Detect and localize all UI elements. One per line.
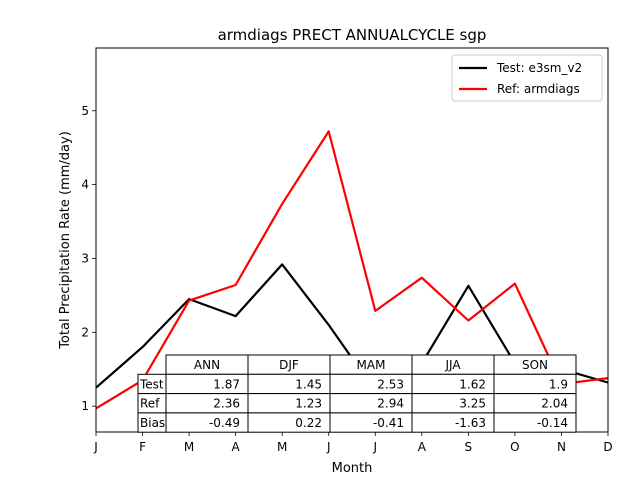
table-row-label: Test [139,377,164,391]
x-tick-label: O [510,440,519,454]
table-cell-value: -0.41 [373,416,404,430]
y-axis-label: Total Precipitation Rate (mm/day) [58,131,73,350]
y-tick-label: 1 [81,399,89,413]
table-cell-value: 3.25 [459,397,486,411]
table-cell-value: -0.49 [209,416,240,430]
legend-entry-1: Ref: armdiags [497,82,580,96]
stats-table: ANN DJF MAM JJA SON Test 1.87 1.45 2.53 1.62 1.9 Re… [137,354,577,433]
table-cell-value: 1.9 [549,377,568,391]
legend-entry-0: Test: e3sm_v2 [496,61,582,75]
table-cell-value: 1.87 [213,377,240,391]
table-cell-value: 2.36 [213,397,240,411]
table-row-label: Bias [140,416,165,430]
x-tick-label: S [465,440,473,454]
legend: Test: e3sm_v2 Ref: armdiags [451,54,603,102]
table-header-text: JJA [444,358,461,372]
table-cell [493,412,577,433]
table-header-text: DJF [279,358,299,372]
x-tick-label: J [372,440,377,454]
series-line-1 [95,130,609,410]
x-tick-label: A [418,440,427,454]
legend-box [451,54,603,102]
table-cell-value: 1.23 [295,397,322,411]
x-tick-label: J [326,440,331,454]
table-cell-value: 2.04 [541,397,568,411]
x-tick-label: A [232,440,241,454]
x-tick-label: M [277,440,287,454]
y-tick-label: 3 [81,251,89,265]
table-cell-value: 1.45 [295,377,322,391]
table-header-text: SON [522,358,548,372]
y-tick-label: 5 [81,104,89,118]
table-cell-value: -0.14 [537,416,568,430]
x-tick-label: M [184,440,194,454]
table-cell-value: -1.63 [455,416,486,430]
table-cell-value: 0.22 [295,416,322,430]
x-tick-label: F [139,440,146,454]
table-cell-value: 2.94 [377,397,404,411]
x-axis-label: Month [332,461,373,476]
y-tick-label: 2 [81,325,89,339]
x-tick-label: D [603,440,612,454]
chart-title: armdiags PRECT ANNUALCYCLE sgp [218,26,487,44]
table-cell-value: 1.62 [459,377,486,391]
y-tick-label: 4 [81,178,89,192]
x-tick-label: J [93,440,98,454]
table-cell-value: 2.53 [377,377,404,391]
table-header-text: MAM [357,358,386,372]
table-row-label: Ref [140,397,160,411]
table-header-text: ANN [194,358,220,372]
x-tick-label: N [557,440,566,454]
